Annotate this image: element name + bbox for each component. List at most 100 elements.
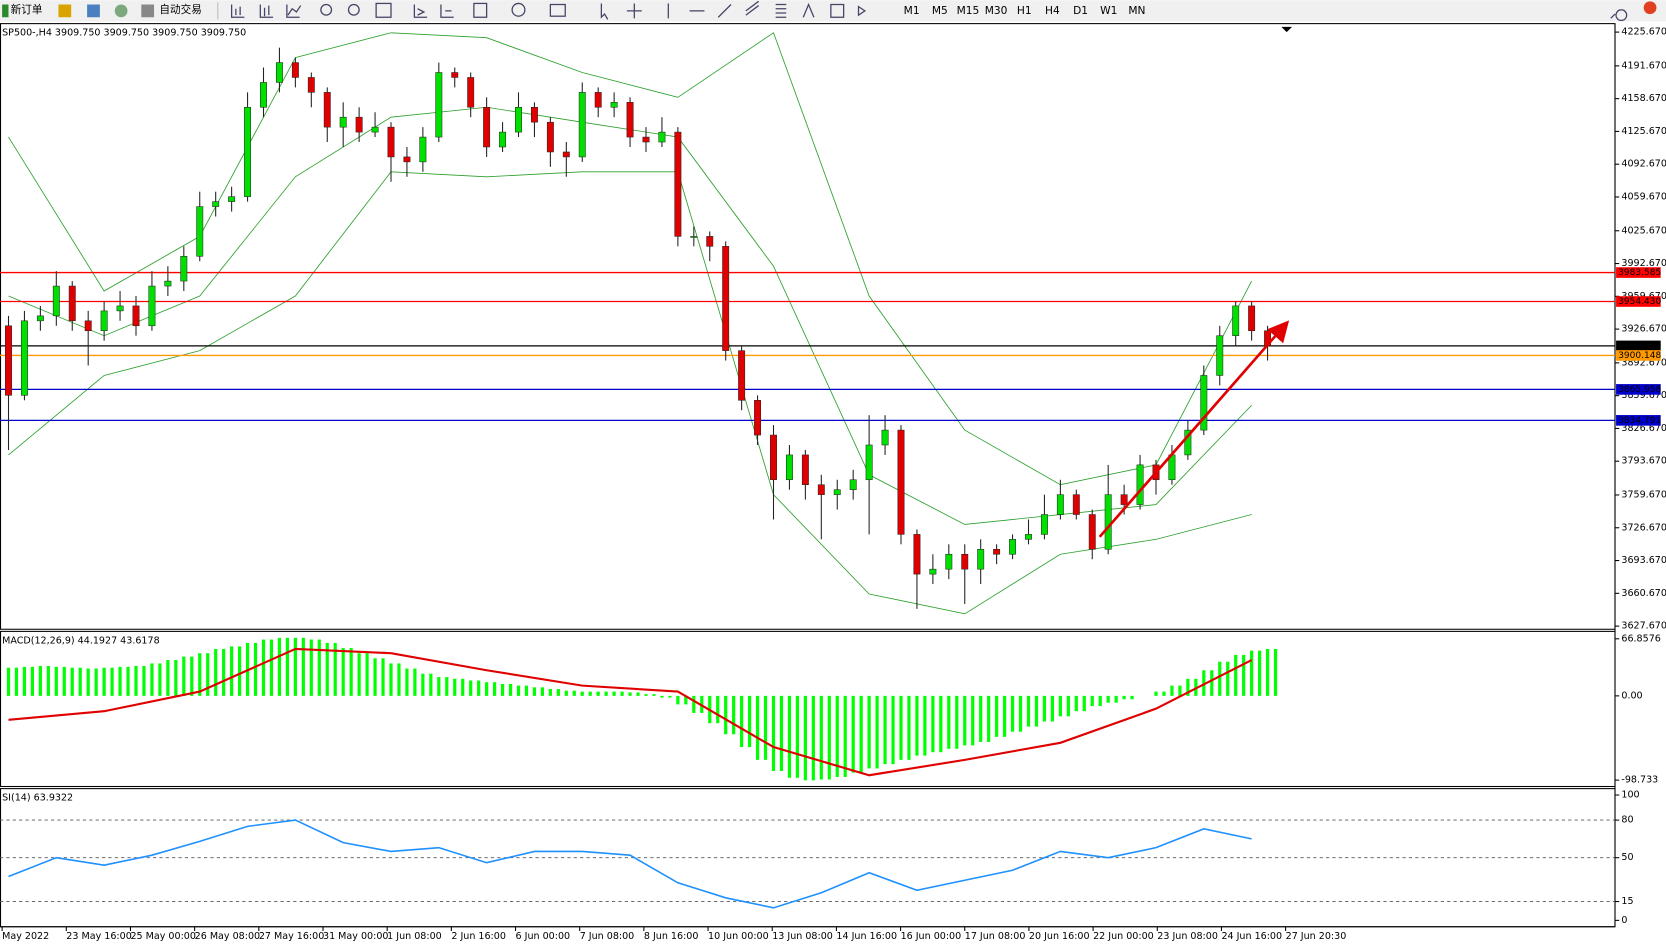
timeframe[interactable]: M15 <box>957 4 980 17</box>
macd-bar <box>851 695 855 773</box>
candle-body <box>1136 464 1144 505</box>
toolbar-bg <box>0 0 1666 22</box>
y-tick-label: 4025.670 <box>1621 225 1666 236</box>
timeframe[interactable]: D1 <box>1073 4 1088 17</box>
label-tool[interactable] <box>830 3 845 18</box>
shift[interactable] <box>440 4 454 18</box>
y-tick-label: 80 <box>1621 815 1633 826</box>
x-tick-label: 2 Jun 16:00 <box>451 931 506 942</box>
price-level-label: 3909.750 <box>1618 341 1661 351</box>
macd-bar <box>1074 695 1078 712</box>
candle-body <box>610 102 618 108</box>
icon[interactable] <box>141 4 155 18</box>
candle-body <box>515 106 522 133</box>
macd-bar <box>516 685 521 696</box>
price-level-tag <box>1616 296 1661 307</box>
periods[interactable] <box>511 2 526 17</box>
zoom-in[interactable] <box>320 3 333 16</box>
crosshair[interactable] <box>626 3 642 19</box>
icon[interactable] <box>114 4 128 18</box>
tile[interactable] <box>375 2 392 18</box>
timeframe[interactable]: H4 <box>1045 4 1060 17</box>
macd-bar <box>70 667 74 696</box>
candle-body <box>1248 305 1256 332</box>
text-tool[interactable] <box>802 2 815 18</box>
tool-line[interactable] <box>286 4 302 18</box>
x-tick-label: 24 Jun 16:00 <box>1221 931 1282 942</box>
cursor[interactable] <box>600 3 609 20</box>
macd-bar <box>1186 678 1190 696</box>
channel[interactable] <box>745 0 760 16</box>
candle-body <box>483 106 491 148</box>
timeframe[interactable]: W1 <box>1100 4 1117 17</box>
macd-bar <box>612 691 616 696</box>
macd-bar <box>755 695 760 760</box>
notification[interactable] <box>1643 1 1657 15</box>
price-level-label: 3900.148 <box>1618 351 1661 361</box>
new-order[interactable]: 新订单 <box>11 3 43 16</box>
candle-body <box>578 92 586 158</box>
y-tick-label: 3627.670 <box>1621 621 1666 632</box>
candle-body <box>562 151 570 158</box>
macd-bar <box>253 642 258 696</box>
search[interactable] <box>1610 9 1628 22</box>
macd-bar <box>580 691 584 696</box>
price-level-label: 3834.791 <box>1618 416 1661 426</box>
timeframe[interactable]: M1 <box>904 4 920 17</box>
icon[interactable] <box>58 4 72 18</box>
fibo[interactable] <box>775 3 787 18</box>
autoscroll[interactable] <box>413 4 428 18</box>
icon[interactable] <box>87 4 100 18</box>
macd-bar <box>142 665 146 696</box>
timeframe[interactable]: M5 <box>932 4 948 17</box>
bollinger-band <box>8 106 1252 525</box>
macd-bar <box>620 691 624 696</box>
macd-bar <box>1058 695 1062 717</box>
macd-bar <box>230 646 234 696</box>
macd-bar <box>891 695 895 765</box>
candle-body <box>1072 494 1080 515</box>
tool-candles[interactable] <box>259 4 274 18</box>
macd-signal <box>8 647 1253 777</box>
icon <box>2 4 9 18</box>
plot-area: 4225.670 4191.670 4158.670 4125.670 4092.670… <box>0 23 1666 942</box>
timeframe[interactable]: H1 <box>1017 4 1032 17</box>
indicators[interactable] <box>473 2 488 18</box>
candle-body <box>1216 335 1224 376</box>
trend-arrow <box>1098 320 1290 538</box>
candle-body <box>642 136 650 143</box>
auto-trading[interactable]: 自动交易 <box>159 3 201 16</box>
macd-bar <box>373 658 377 696</box>
candle-body <box>961 553 969 570</box>
x-tick-label: 7 Jun 08:00 <box>580 931 635 942</box>
macd-bar <box>684 695 688 705</box>
trendline[interactable] <box>717 4 732 18</box>
candle-body <box>180 255 188 282</box>
templates[interactable] <box>549 3 566 17</box>
candle-body <box>467 77 475 108</box>
tool-bar-chart[interactable] <box>230 4 245 18</box>
candle-body <box>881 429 889 446</box>
macd-bar <box>469 680 473 696</box>
x-tick-label: 27 Jun 20:30 <box>1286 931 1347 942</box>
macd-bar <box>724 695 728 735</box>
macd-bar <box>1050 695 1054 722</box>
macd-bar <box>182 656 186 696</box>
macd-bar <box>915 695 919 756</box>
candle-body <box>196 206 204 257</box>
macd-bar <box>971 695 975 746</box>
timeframe[interactable]: MN <box>1128 4 1145 17</box>
macd-bar <box>955 695 959 749</box>
timeframe[interactable]: M30 <box>985 4 1008 17</box>
candle-body <box>435 72 443 138</box>
macd-bar <box>477 680 481 696</box>
arrows-tool[interactable] <box>857 5 867 17</box>
x-tick-label: 31 May 00:00 <box>323 931 388 942</box>
y-tick-label: 66.8576 <box>1621 633 1660 644</box>
candle-body <box>148 285 156 327</box>
zoom-out[interactable] <box>347 3 360 16</box>
macd-bar <box>30 666 34 696</box>
candle-body <box>770 434 777 481</box>
macd-bar <box>660 695 664 698</box>
